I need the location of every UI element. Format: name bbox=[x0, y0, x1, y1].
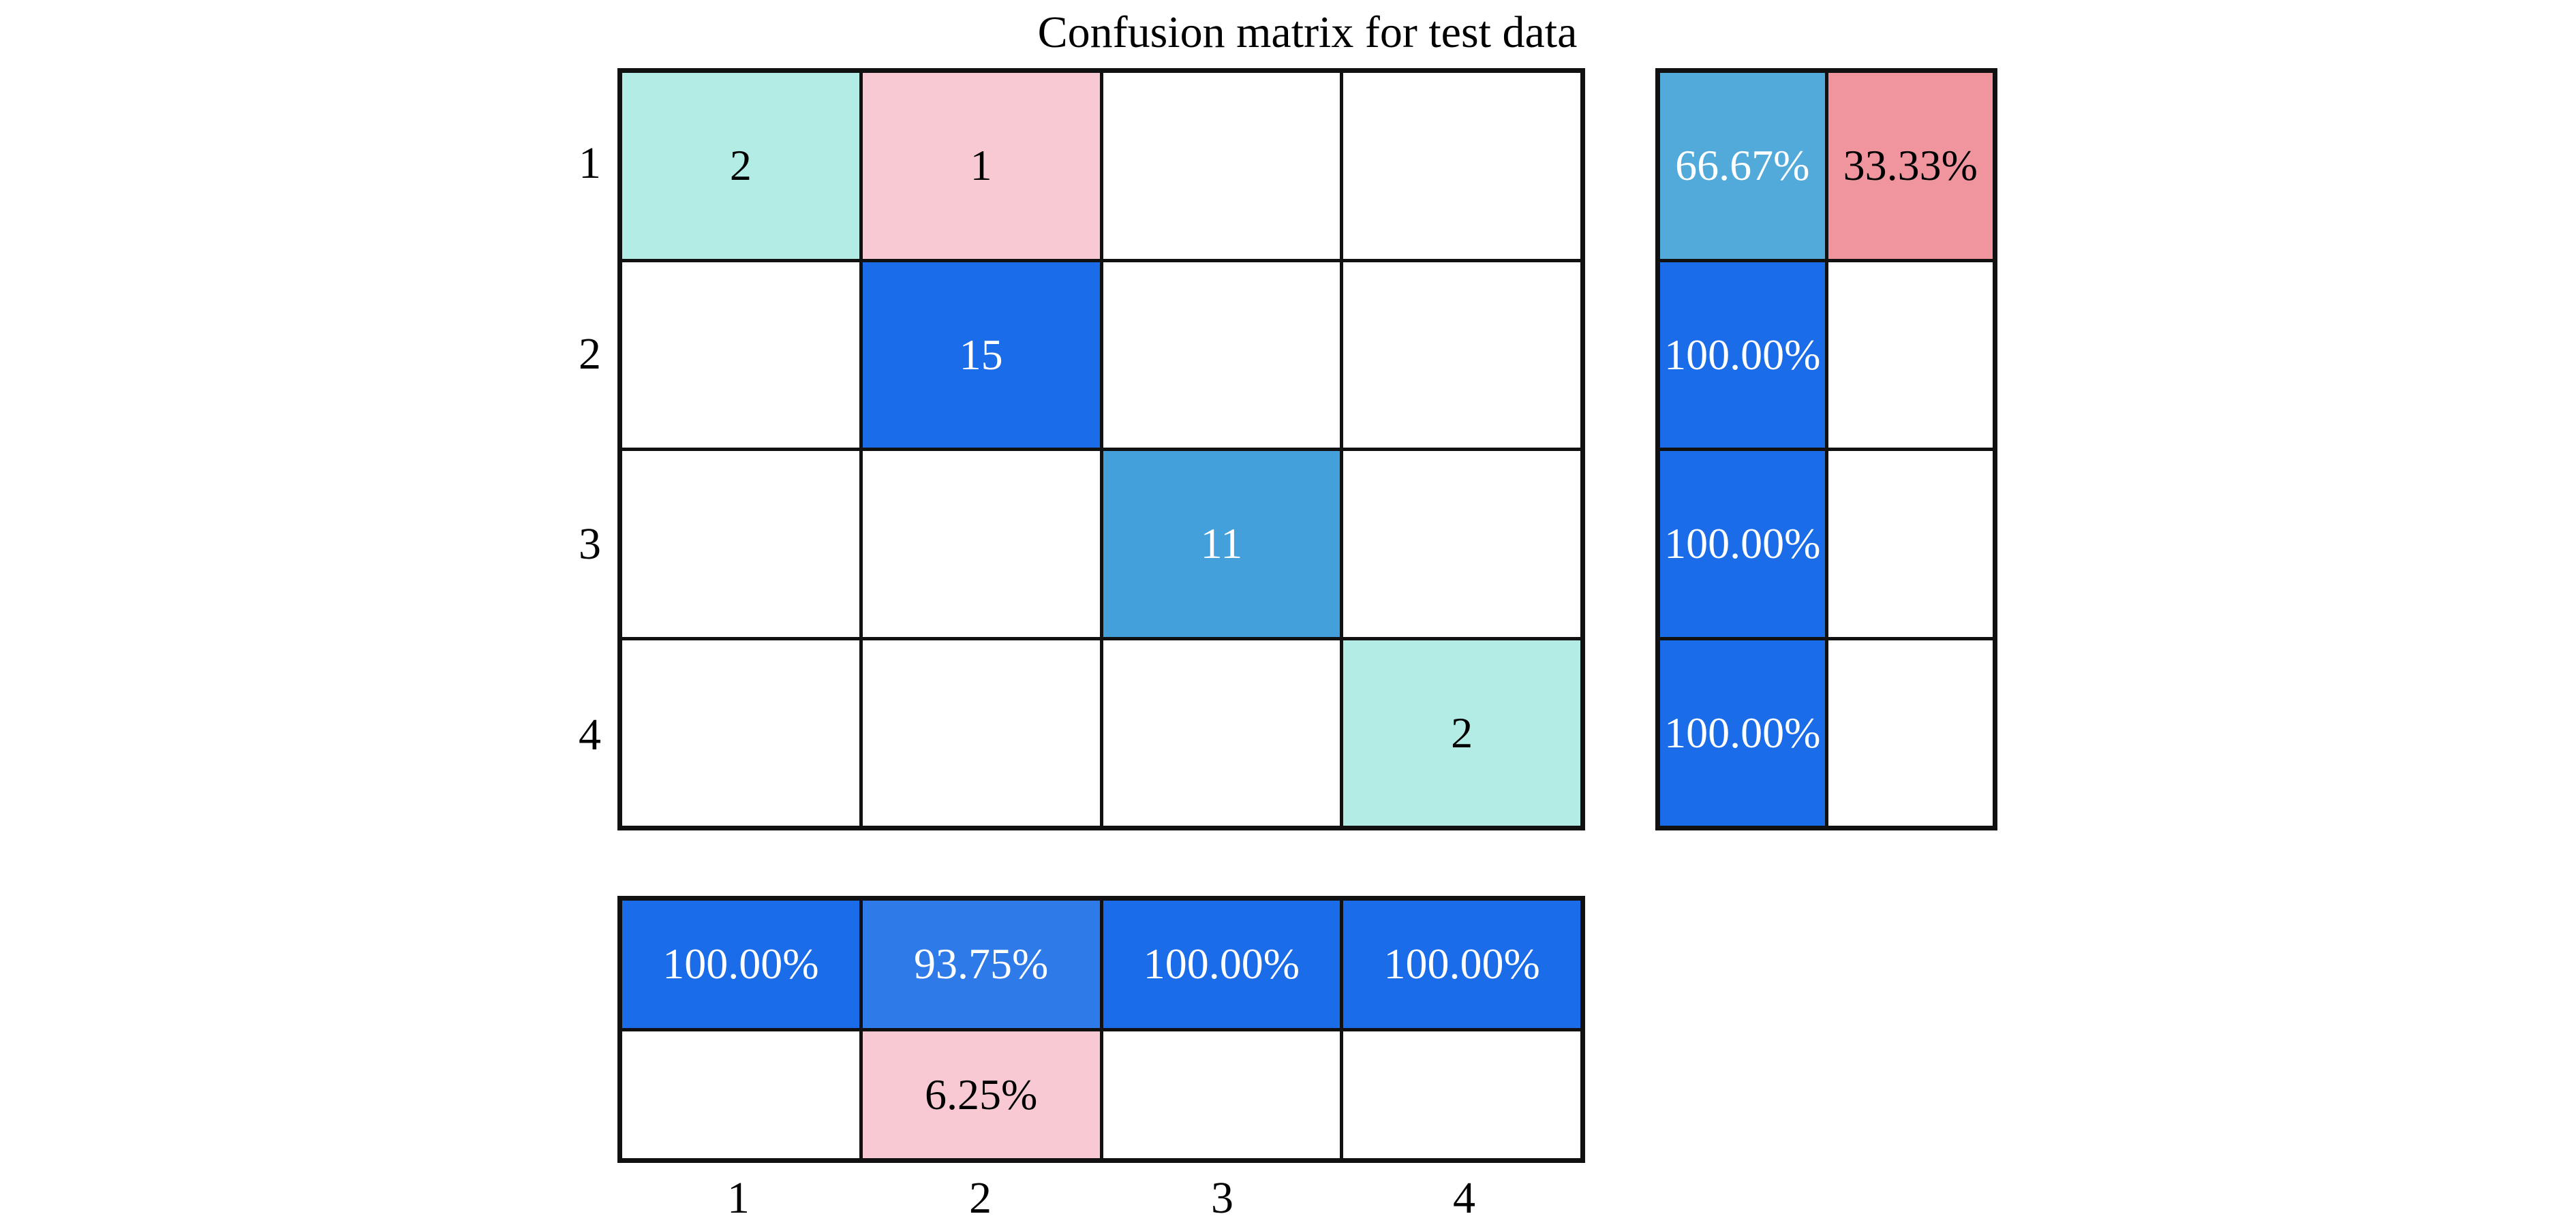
row-percent-cell-r3-incorrect bbox=[1828, 451, 1993, 637]
col-percent-cell-c2-correct: 93.75% bbox=[862, 901, 1100, 1028]
row-percent-cell-r2-incorrect bbox=[1828, 262, 1993, 448]
col-label-1: 1 bbox=[727, 1172, 750, 1223]
column-axis-labels: 1 2 3 4 bbox=[617, 1167, 1585, 1229]
col-percent-cell-c3-correct: 100.00% bbox=[1103, 901, 1340, 1028]
matrix-cell-r3c2 bbox=[862, 451, 1100, 637]
column-percentage-block: 100.00% 93.75% 100.00% 100.00% 6.25% bbox=[617, 896, 1585, 1163]
chart-title: Confusion matrix for test data bbox=[1037, 7, 1578, 57]
col-percent-cell-c4-correct: 100.00% bbox=[1343, 901, 1580, 1028]
row-percent-cell-r4-incorrect bbox=[1828, 640, 1993, 826]
matrix-cell-r1c2: 1 bbox=[862, 73, 1100, 259]
row-percentage-block: 66.67% 33.33% 100.00% 100.00% 100.00% bbox=[1655, 68, 1997, 830]
row-label-2: 2 bbox=[579, 328, 601, 379]
row-percent-cell-r2-correct: 100.00% bbox=[1660, 262, 1825, 448]
col-label-2: 2 bbox=[969, 1172, 992, 1223]
row-percent-cell-r3-correct: 100.00% bbox=[1660, 451, 1825, 637]
row-label-4: 4 bbox=[579, 710, 601, 760]
col-percent-cell-c1-correct: 100.00% bbox=[622, 901, 859, 1028]
matrix-cell-r1c4 bbox=[1343, 73, 1580, 259]
confusion-matrix-grid: 2 1 15 11 2 bbox=[617, 68, 1585, 830]
col-percent-cell-c1-incorrect bbox=[622, 1031, 859, 1158]
matrix-cell-r1c3 bbox=[1103, 73, 1340, 259]
row-axis-labels: 1 2 3 4 bbox=[470, 68, 601, 830]
col-percent-cell-c3-incorrect bbox=[1103, 1031, 1340, 1158]
matrix-cell-r2c1 bbox=[622, 262, 859, 448]
matrix-cell-r4c1 bbox=[622, 640, 859, 826]
matrix-cell-r2c3 bbox=[1103, 262, 1340, 448]
matrix-cell-r2c2: 15 bbox=[862, 262, 1100, 448]
matrix-cell-r4c3 bbox=[1103, 640, 1340, 826]
matrix-cell-r3c1 bbox=[622, 451, 859, 637]
row-percent-cell-r1-incorrect: 33.33% bbox=[1828, 73, 1993, 259]
col-label-4: 4 bbox=[1453, 1172, 1475, 1223]
col-label-3: 3 bbox=[1211, 1172, 1233, 1223]
row-percent-cell-r1-correct: 66.67% bbox=[1660, 73, 1825, 259]
matrix-cell-r3c3: 11 bbox=[1103, 451, 1340, 637]
row-label-1: 1 bbox=[579, 138, 601, 188]
matrix-cell-r3c4 bbox=[1343, 451, 1580, 637]
row-label-3: 3 bbox=[579, 519, 601, 570]
col-percent-cell-c4-incorrect bbox=[1343, 1031, 1580, 1158]
matrix-cell-r1c1: 2 bbox=[622, 73, 859, 259]
row-percent-cell-r4-correct: 100.00% bbox=[1660, 640, 1825, 826]
col-percent-cell-c2-incorrect: 6.25% bbox=[862, 1031, 1100, 1158]
matrix-cell-r4c2 bbox=[862, 640, 1100, 826]
matrix-cell-r4c4: 2 bbox=[1343, 640, 1580, 826]
matrix-cell-r2c4 bbox=[1343, 262, 1580, 448]
